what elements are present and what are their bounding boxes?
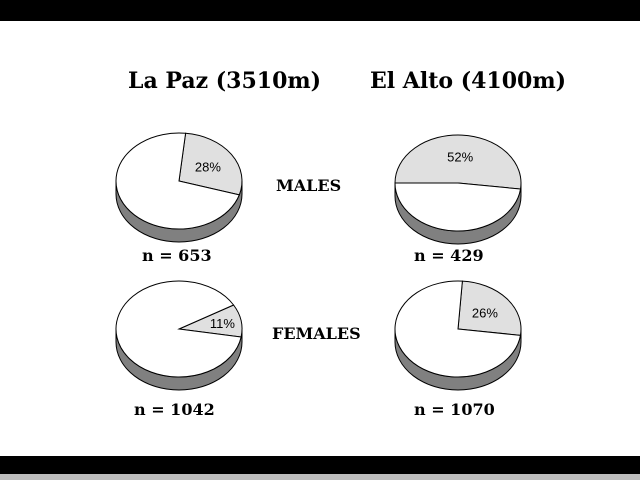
pie-slice-0-1 bbox=[115, 132, 240, 230]
pie-data-label-3: 26% bbox=[472, 305, 498, 320]
n-label-lapaz-females: n = 1042 bbox=[134, 400, 215, 419]
n-label-elalto-males: n = 429 bbox=[414, 246, 484, 265]
row-label-females: FEMALES bbox=[272, 324, 361, 343]
pie-data-label-2: 11% bbox=[210, 316, 235, 331]
header-el-alto: El Alto (4100m) bbox=[370, 68, 567, 94]
pie-1: 52% bbox=[394, 134, 522, 245]
bottom-bar bbox=[0, 456, 640, 474]
pie-slice-3-0 bbox=[457, 280, 522, 336]
n-label-elalto-females: n = 1070 bbox=[414, 400, 495, 419]
row-label-males: MALES bbox=[276, 176, 342, 195]
top-bar bbox=[0, 0, 640, 21]
pie-3: 26% bbox=[394, 280, 522, 391]
pie-data-label-0: 28% bbox=[195, 159, 221, 174]
pie-slice-2-1 bbox=[115, 280, 242, 378]
header-la-paz: La Paz (3510m) bbox=[128, 68, 322, 94]
pie-0: 28% bbox=[115, 132, 243, 243]
pie-data-label-1: 52% bbox=[447, 150, 473, 165]
n-label-lapaz-males: n = 653 bbox=[142, 246, 212, 265]
pie-slice-0-0 bbox=[178, 132, 243, 196]
pie-2: 11% bbox=[115, 280, 243, 391]
pie-slice-1-1 bbox=[394, 182, 522, 232]
pie-slice-3-1 bbox=[394, 280, 522, 378]
pie-slice-1-0 bbox=[394, 134, 522, 190]
bottom-bar-line bbox=[0, 474, 640, 480]
